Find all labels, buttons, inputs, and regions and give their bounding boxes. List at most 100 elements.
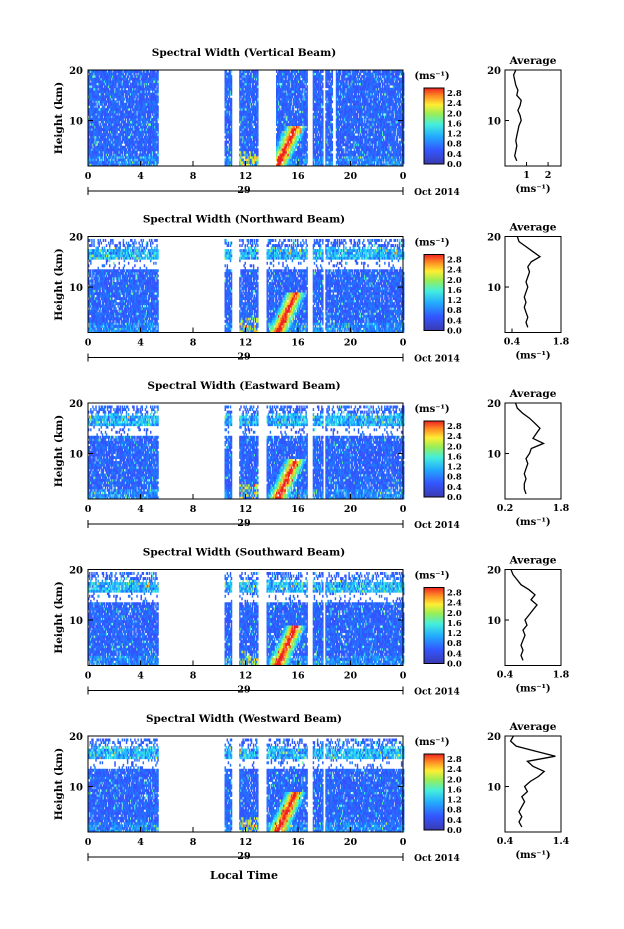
- heatmap-cell: [106, 150, 109, 154]
- heatmap-cell: [101, 160, 104, 164]
- heatmap-cell: [257, 133, 259, 137]
- heatmap-cell: [141, 125, 144, 129]
- heatmap-cell: [97, 158, 99, 162]
- heatmap-cell: [125, 140, 128, 144]
- heatmap-cell: [88, 150, 90, 154]
- heatmap-cell: [119, 107, 121, 111]
- heatmap-cell: [91, 110, 93, 114]
- heatmap-cell: [153, 163, 155, 167]
- heatmap-cell: [229, 97, 232, 101]
- heatmap-cell: [331, 128, 334, 132]
- heatmap-cell: [230, 77, 233, 81]
- heatmap-cell: [242, 120, 244, 124]
- heatmap-cell: [93, 97, 95, 101]
- heatmap-cell: [133, 105, 135, 109]
- heatmap-cell: [229, 85, 232, 89]
- heatmap-cell: [157, 70, 159, 73]
- heatmap-cell: [109, 90, 111, 94]
- heatmap-cell: [140, 143, 142, 147]
- heatmap-cell: [146, 123, 149, 127]
- heatmap-cell: [224, 105, 226, 109]
- heatmap-cell: [106, 128, 109, 132]
- heatmap-cell: [229, 77, 232, 81]
- heatmap-cell: [139, 143, 141, 147]
- heatmap-cell: [101, 118, 104, 121]
- heatmap-cell: [152, 105, 154, 109]
- heatmap-cell: [151, 85, 153, 89]
- heatmap-cell: [103, 160, 106, 164]
- heatmap-cell: [257, 92, 259, 96]
- heatmap-cell: [99, 118, 101, 121]
- heatmap-cell: [241, 128, 243, 132]
- heatmap-cell: [103, 97, 106, 101]
- heatmap-cell: [225, 82, 228, 86]
- heatmap-cell: [285, 145, 287, 149]
- heatmap-cell: [257, 85, 259, 89]
- heatmap-cell: [97, 82, 99, 86]
- heatmap-cell: [97, 150, 99, 154]
- heatmap-cell: [141, 155, 144, 159]
- heatmap-cell: [122, 123, 125, 127]
- heatmap-cell: [144, 155, 147, 159]
- heatmap-cell: [228, 160, 231, 164]
- heatmap-cell: [95, 85, 97, 89]
- heatmap-cell: [142, 80, 145, 84]
- heatmap-cell: [116, 145, 118, 149]
- heatmap-cell: [97, 90, 99, 94]
- heatmap-cell: [108, 92, 110, 96]
- heatmap-cell: [141, 140, 144, 144]
- heatmap-cell: [224, 163, 226, 167]
- heatmap-cell: [106, 112, 109, 116]
- heatmap-cell: [247, 120, 250, 124]
- heatmap-cell: [113, 95, 115, 99]
- heatmap-cell: [121, 112, 124, 116]
- heatmap-cell: [306, 140, 308, 144]
- heatmap-cell: [104, 158, 107, 162]
- heatmap-cell: [125, 125, 128, 129]
- heatmap-cell: [112, 148, 114, 152]
- heatmap-cell: [243, 143, 245, 147]
- heatmap-cell: [153, 105, 155, 109]
- heatmap-cell: [137, 158, 139, 162]
- heatmap-cell: [100, 125, 103, 129]
- heatmap-cell: [151, 97, 153, 101]
- heatmap-cell: [243, 135, 245, 139]
- heatmap-cell: [99, 135, 101, 139]
- heatmap-cell: [243, 90, 245, 94]
- heatmap-cell: [142, 145, 145, 149]
- heatmap-cell: [131, 75, 133, 79]
- heatmap-cell: [94, 92, 96, 96]
- heatmap-cell: [125, 143, 128, 147]
- heatmap-cell: [241, 90, 243, 94]
- heatmap-cell: [96, 97, 98, 101]
- heatmap-cell: [89, 158, 91, 162]
- heatmap-cell: [100, 155, 103, 159]
- heatmap-cell: [133, 118, 135, 121]
- heatmap-cell: [115, 150, 117, 154]
- heatmap-cell: [135, 123, 137, 127]
- heatmap-cell: [306, 102, 308, 106]
- heatmap-cell: [127, 107, 130, 111]
- heatmap-cell: [139, 92, 141, 96]
- heatmap-cell: [135, 100, 137, 104]
- heatmap-cell: [306, 110, 308, 114]
- heatmap-cell: [228, 143, 231, 147]
- heatmap-cell: [291, 158, 294, 162]
- heatmap-cell: [229, 70, 232, 73]
- heatmap-cell: [115, 123, 117, 127]
- heatmap-cell: [91, 135, 93, 139]
- heatmap-cell: [279, 105, 281, 109]
- heatmap-cell: [141, 123, 144, 127]
- heatmap-cell: [135, 110, 137, 114]
- heatmap-cell: [247, 148, 250, 152]
- heatmap-cell: [96, 70, 98, 73]
- heatmap-cell: [229, 112, 232, 116]
- heatmap-cell: [148, 87, 151, 91]
- heatmap-cell: [96, 145, 98, 149]
- heatmap-cell: [123, 138, 126, 142]
- heatmap-cell: [142, 115, 145, 119]
- heatmap-cell: [121, 135, 124, 139]
- heatmap-cell: [90, 90, 92, 94]
- heatmap-cell: [153, 118, 155, 121]
- heatmap-cell: [122, 125, 125, 129]
